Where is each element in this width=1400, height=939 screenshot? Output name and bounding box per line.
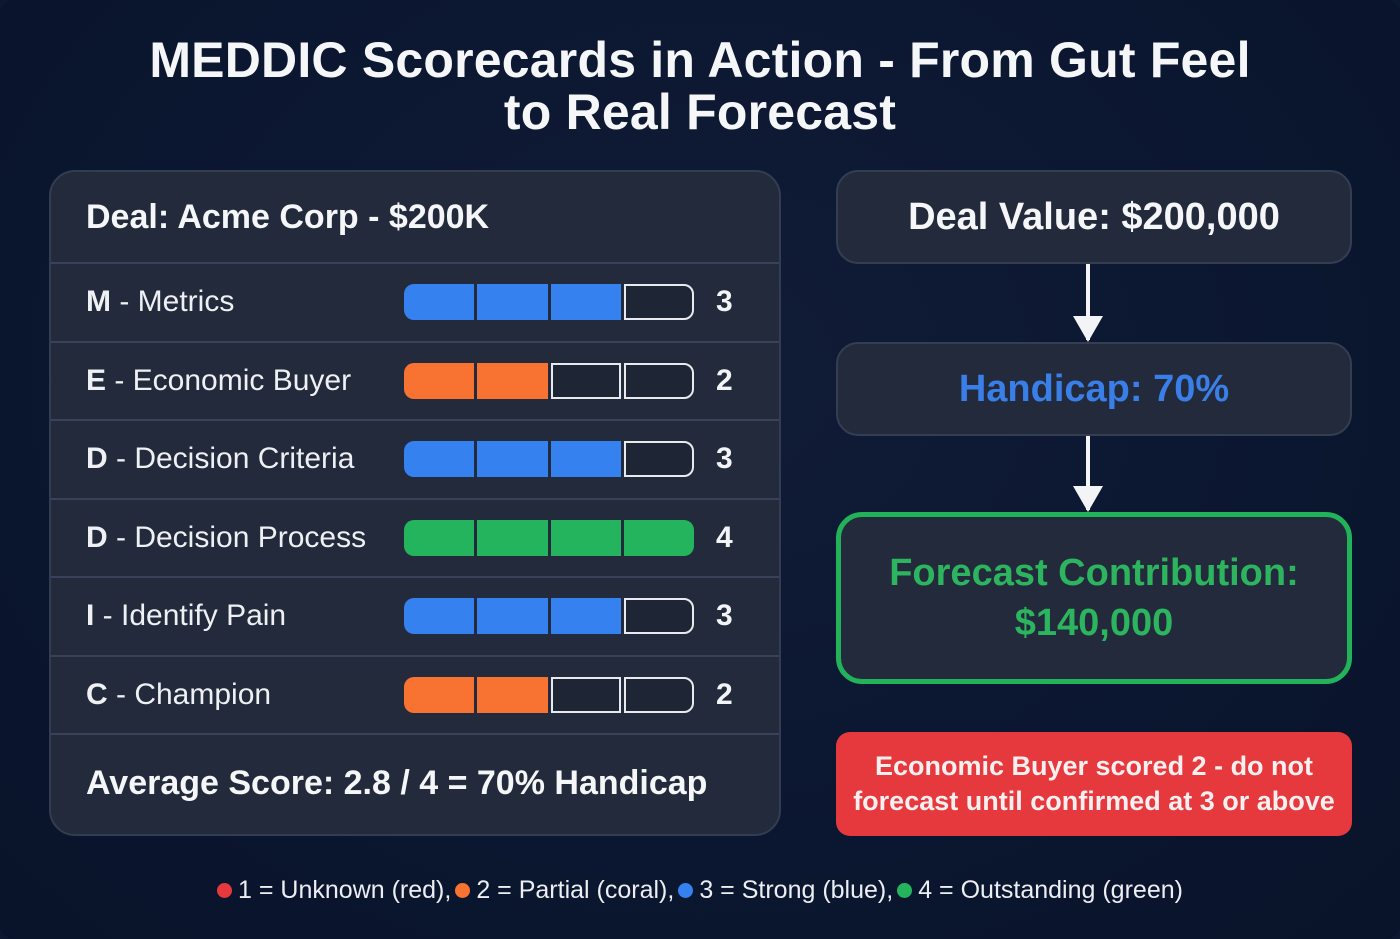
- score-segment-filled: [404, 676, 475, 713]
- score-bar: [404, 676, 694, 713]
- warning-banner: Economic Buyer scored 2 - do not forecas…: [836, 732, 1352, 836]
- score-segment-empty: [623, 598, 694, 635]
- average-score-summary: Average Score: 2.8 / 4 = 70% Handicap: [86, 763, 708, 802]
- scorecard-row: D - Decision Criteria 3: [51, 421, 779, 500]
- criterion-letter: C: [86, 677, 108, 711]
- criterion-letter: I: [86, 599, 95, 633]
- score-bar: [404, 441, 694, 478]
- color-dot-icon: [897, 883, 913, 898]
- legend-item: 4 = Outstanding (green): [897, 876, 1183, 905]
- criterion-letter: D: [86, 442, 108, 476]
- scorecard-header: Deal: Acme Corp - $200K: [51, 172, 779, 264]
- score-value: 2: [716, 363, 733, 397]
- page-title: MEDDIC Scorecards in Action - From Gut F…: [0, 34, 1400, 138]
- scorecard-row: M - Metrics 3: [51, 264, 779, 343]
- scorecard-row: E - Economic Buyer 2: [51, 343, 779, 421]
- arrow-down-icon: [1073, 264, 1103, 342]
- color-dot-icon: [678, 883, 694, 898]
- forecast-label: Forecast Contribution:: [889, 552, 1299, 594]
- score-segment-empty: [550, 362, 621, 399]
- score-segment-filled: [404, 598, 475, 635]
- score-segment-filled: [550, 519, 621, 556]
- score-segment-filled: [477, 284, 548, 321]
- score-segment-empty: [623, 441, 694, 478]
- deal-value-box: Deal Value: $200,000: [836, 170, 1352, 264]
- score-segment-filled: [477, 362, 548, 399]
- score-segment-empty: [623, 362, 694, 399]
- score-bar: [404, 598, 694, 635]
- score-segment-filled: [550, 284, 621, 321]
- score-segment-filled: [404, 362, 475, 399]
- score-legend: 1 = Unknown (red), 2 = Partial (coral), 3 …: [0, 876, 1400, 905]
- legend-item: 3 = Strong (blue),: [678, 876, 893, 905]
- scorecard-row: I - Identify Pain 3: [51, 578, 779, 657]
- legend-text: 3 = Strong (blue),: [699, 876, 894, 904]
- criterion-label: D - Decision Process: [86, 521, 404, 555]
- criterion-label: E - Economic Buyer: [86, 364, 404, 398]
- score-segment-filled: [404, 284, 475, 321]
- criterion-letter: M: [86, 285, 111, 319]
- criterion-label: D - Decision Criteria: [86, 442, 404, 476]
- score-value: 2: [716, 677, 733, 711]
- score-segment-empty: [623, 284, 694, 321]
- legend-item: 2 = Partial (coral),: [455, 876, 674, 905]
- legend-item: 1 = Unknown (red),: [217, 876, 451, 905]
- scorecard-row: C - Champion 2: [51, 657, 779, 735]
- criterion-label: M - Metrics: [86, 285, 404, 319]
- forecast-contribution-box: Forecast Contribution: $140,000: [836, 512, 1352, 684]
- legend-text: 2 = Partial (coral),: [476, 876, 675, 904]
- score-value: 4: [716, 520, 733, 554]
- criterion-name: - Metrics: [111, 285, 235, 319]
- criterion-name: - Economic Buyer: [106, 363, 352, 397]
- criterion-label: I - Identify Pain: [86, 599, 404, 633]
- score-bar: [404, 284, 694, 321]
- score-value: 3: [716, 599, 733, 633]
- criterion-letter: E: [86, 363, 107, 397]
- score-segment-filled: [550, 441, 621, 478]
- criterion-letter: D: [86, 520, 108, 554]
- score-segment-filled: [623, 519, 694, 556]
- score-segment-empty: [623, 676, 694, 713]
- criterion-name: - Decision Process: [107, 520, 367, 554]
- meddic-scorecard: Deal: Acme Corp - $200K M - Metrics 3 E - …: [49, 170, 781, 836]
- color-dot-icon: [217, 883, 233, 898]
- criterion-label: C - Champion: [86, 678, 404, 712]
- arrow-down-icon: [1073, 436, 1103, 512]
- legend-text: 4 = Outstanding (green): [918, 876, 1183, 904]
- scorecard-row: D - Decision Process 4: [51, 500, 779, 578]
- criterion-name: - Champion: [107, 677, 272, 711]
- criterion-name: - Identify Pain: [94, 599, 287, 633]
- score-segment-filled: [404, 441, 475, 478]
- score-segment-filled: [477, 598, 548, 635]
- title-line-2: to Real Forecast: [503, 84, 897, 140]
- handicap-box: Handicap: 70%: [836, 342, 1352, 436]
- forecast-amount: $140,000: [1014, 602, 1174, 644]
- score-segment-empty: [550, 676, 621, 713]
- legend-text: 1 = Unknown (red),: [238, 876, 452, 904]
- score-segment-filled: [477, 441, 548, 478]
- criterion-name: - Decision Criteria: [107, 442, 355, 476]
- score-bar: [404, 362, 694, 399]
- color-dot-icon: [455, 883, 471, 898]
- score-segment-filled: [477, 519, 548, 556]
- score-segment-filled: [477, 676, 548, 713]
- title-line-1: MEDDIC Scorecards in Action - From Gut F…: [149, 32, 1251, 88]
- score-bar: [404, 519, 694, 556]
- score-segment-filled: [404, 519, 475, 556]
- score-value: 3: [716, 442, 733, 476]
- score-value: 3: [716, 285, 733, 319]
- score-segment-filled: [550, 598, 621, 635]
